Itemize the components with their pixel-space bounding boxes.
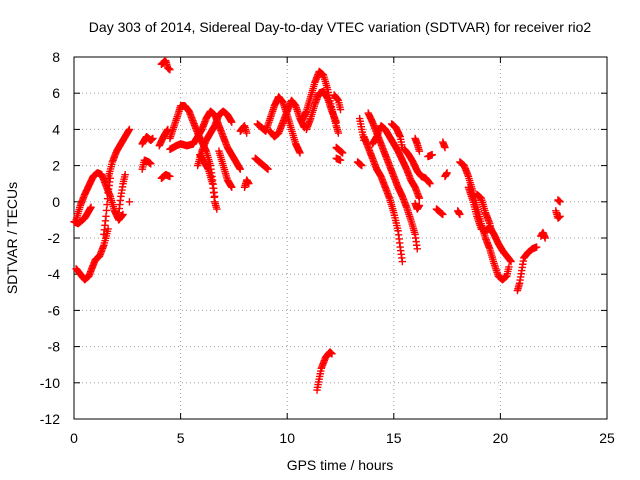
- y-tick-label: 4: [52, 121, 60, 137]
- data-point: [426, 180, 434, 188]
- data-point: [264, 165, 272, 173]
- y-tick-label: 2: [52, 158, 60, 174]
- data-point: [328, 350, 336, 358]
- data-point: [541, 234, 549, 242]
- data-point: [245, 180, 253, 188]
- data-point: [102, 206, 111, 215]
- x-axis-label: GPS time / hours: [287, 457, 394, 473]
- data-point: [119, 210, 127, 219]
- data-point: [102, 212, 110, 220]
- data-point: [456, 210, 464, 219]
- data-point: [441, 143, 449, 152]
- data-point: [443, 169, 451, 177]
- data-point: [439, 210, 447, 219]
- data-point: [415, 147, 424, 155]
- data-point: [332, 118, 340, 126]
- data-point: [125, 125, 134, 134]
- y-tick-label: -6: [48, 302, 61, 318]
- data-point: [242, 129, 251, 137]
- data-point: [428, 151, 436, 159]
- data-point: [556, 198, 564, 206]
- data-point: [358, 161, 366, 170]
- data-point: [338, 149, 347, 157]
- data-point: [505, 263, 513, 271]
- data-point: [336, 156, 345, 164]
- axis-ticks: [73, 56, 608, 420]
- data-point: [488, 228, 496, 237]
- data-point: [121, 170, 129, 179]
- data-point: [104, 225, 112, 233]
- data-point: [415, 201, 424, 210]
- y-tick-label: -12: [40, 411, 60, 427]
- y-axis-tick-labels: -12 -10 -8 -6 -4 -2 0 2 4 6 8: [40, 49, 60, 427]
- data-point: [228, 118, 236, 126]
- data-point: [413, 245, 421, 253]
- data-point: [149, 134, 157, 143]
- data-point: [507, 257, 515, 266]
- y-tick-label: 6: [52, 85, 60, 101]
- data-point: [532, 243, 541, 251]
- data-point: [213, 205, 221, 213]
- data-point: [334, 129, 343, 137]
- data-point: [125, 198, 134, 206]
- data-point: [103, 194, 112, 203]
- x-tick-label: 10: [279, 430, 295, 446]
- x-tick-label: 20: [493, 430, 509, 446]
- data-point: [147, 160, 155, 168]
- data-point: [336, 105, 345, 114]
- x-tick-label: 0: [70, 430, 78, 446]
- y-tick-label: 8: [52, 49, 60, 65]
- x-axis-tick-labels: 0 5 10 15 20 25: [70, 430, 615, 446]
- y-axis-label: SDTVAR / TECUs: [4, 182, 20, 294]
- x-tick-label: 15: [386, 430, 402, 446]
- data-point: [398, 257, 407, 266]
- data-point: [228, 183, 236, 192]
- data-points: [70, 56, 564, 394]
- y-tick-label: -4: [48, 266, 61, 282]
- data-point: [236, 165, 244, 173]
- data-point: [415, 194, 424, 202]
- data-point: [103, 200, 111, 209]
- y-tick-label: -8: [48, 339, 61, 355]
- x-tick-label: 25: [599, 430, 615, 446]
- data-point: [166, 65, 174, 74]
- x-tick-label: 5: [177, 430, 185, 446]
- y-tick-label: -10: [40, 375, 60, 391]
- chart-title: Day 303 of 2014, Sidereal Day-to-day VTE…: [89, 19, 592, 35]
- y-tick-label: 0: [52, 194, 60, 210]
- data-point: [166, 172, 174, 181]
- data-point: [296, 149, 304, 157]
- data-point: [87, 203, 95, 211]
- y-tick-label: -2: [48, 230, 61, 246]
- data-point: [556, 212, 564, 220]
